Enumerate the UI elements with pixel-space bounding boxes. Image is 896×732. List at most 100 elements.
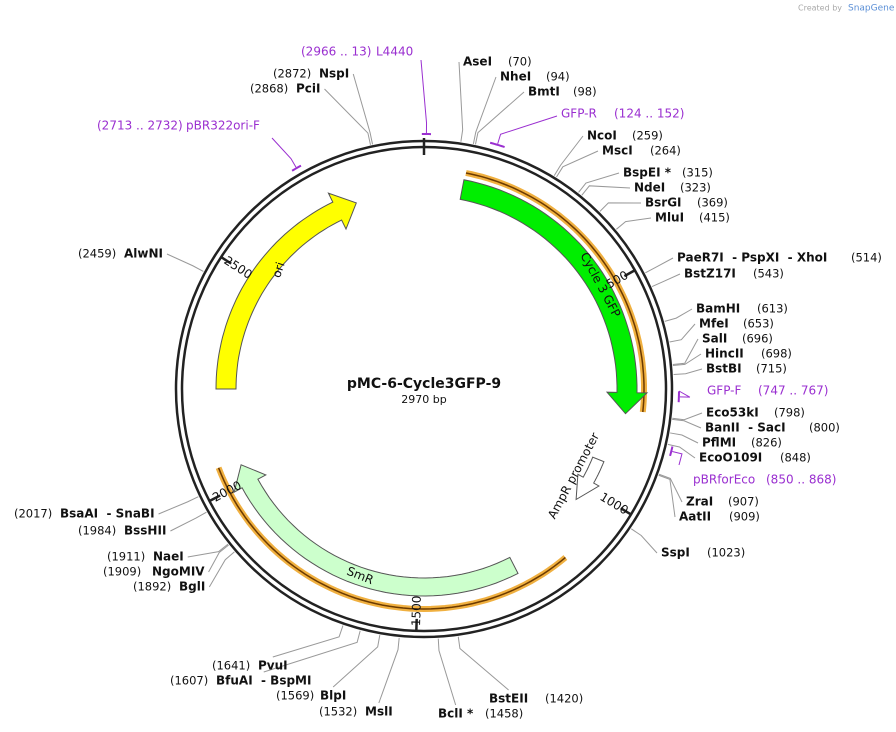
site-leader xyxy=(672,418,702,429)
site-leader xyxy=(645,257,674,274)
feature-arrow xyxy=(215,192,357,390)
site-name: ZraI xyxy=(686,495,713,509)
site-position: (1641) xyxy=(212,659,250,673)
feature-band xyxy=(465,172,645,413)
primer-leader xyxy=(271,137,297,168)
site-leader xyxy=(581,185,631,196)
site-name: BspEI * xyxy=(623,166,672,180)
site-leader xyxy=(263,630,361,673)
site-name: MscI xyxy=(602,144,633,158)
primer-range: (2713 .. 2732) xyxy=(97,119,183,133)
primer-range: (2966 .. 13) xyxy=(301,45,371,59)
site-name: BmtI xyxy=(528,85,560,99)
site-leader xyxy=(670,432,699,444)
primer-range: (124 .. 152) xyxy=(614,107,684,121)
site-leader xyxy=(458,61,464,142)
site-leader xyxy=(578,172,620,193)
site-leader xyxy=(324,88,371,145)
site-leader xyxy=(599,202,642,212)
site-position: (1458) xyxy=(485,707,523,721)
feature-arrow xyxy=(233,464,519,597)
site-leader xyxy=(457,636,509,691)
site-leader xyxy=(208,544,229,573)
ruler-tick xyxy=(220,256,232,265)
ruler-label: 1500 xyxy=(409,595,424,626)
site-leader xyxy=(658,473,683,503)
primer-range: (747 .. 767) xyxy=(758,384,828,398)
site-position: (909) xyxy=(729,510,760,524)
site-position: (2459) xyxy=(78,247,116,261)
site-leader xyxy=(187,543,229,558)
site-leader xyxy=(437,638,457,706)
site-position: (1023) xyxy=(707,546,745,560)
site-name: EcoO109I xyxy=(699,451,762,465)
site-leader xyxy=(208,551,235,588)
site-name: HincII xyxy=(705,347,744,361)
primer-range: (850 .. 868) xyxy=(766,473,836,487)
primer-mark xyxy=(291,164,302,172)
site-leader xyxy=(651,273,681,288)
site-name: BglI xyxy=(179,580,205,594)
site-name: PflMI xyxy=(702,436,736,450)
site-leader xyxy=(332,634,381,688)
site-name: BssHII xyxy=(124,524,166,538)
site-leader xyxy=(158,496,199,515)
plasmid-length: 2970 bp xyxy=(401,393,446,406)
site-position: (1892) xyxy=(133,580,171,594)
site-leader xyxy=(672,412,703,421)
site-leader xyxy=(658,474,676,518)
site-name: AseI xyxy=(463,55,492,69)
site-name: BfuAI - BspMI xyxy=(216,674,311,688)
ruler-tick xyxy=(208,494,221,503)
site-name: BanII - SacI xyxy=(705,421,786,435)
site-name: NspI xyxy=(319,67,349,81)
site-leader xyxy=(630,528,658,554)
ruler-tick xyxy=(620,507,632,516)
site-leader xyxy=(272,625,344,658)
site-leader xyxy=(669,323,696,343)
site-position: (696) xyxy=(742,332,773,346)
site-position: (315) xyxy=(682,166,713,180)
site-name: BlpI xyxy=(320,689,346,703)
site-position: (94) xyxy=(546,70,570,84)
site-name: SspI xyxy=(661,546,690,560)
site-leader xyxy=(378,637,400,704)
feature-arrow xyxy=(575,456,605,501)
site-position: (543) xyxy=(753,267,784,281)
feature-band xyxy=(217,467,566,610)
site-name: BamHI xyxy=(696,302,740,316)
primer-name: L4440 xyxy=(376,45,413,59)
site-position: (1911) xyxy=(107,550,145,564)
primer-leader xyxy=(420,59,428,134)
site-position: (1532) xyxy=(319,705,357,719)
site-leader xyxy=(667,443,696,459)
primer-name: GFP-F xyxy=(707,384,742,398)
primer-mark xyxy=(669,446,674,457)
created-by: Created by xyxy=(798,4,842,13)
site-leader xyxy=(664,308,693,322)
site-name: BsaAI - SnaBI xyxy=(60,507,155,521)
site-position: (259) xyxy=(632,129,663,143)
primer-mark xyxy=(489,141,505,149)
ruler-label: 1000 xyxy=(597,490,630,518)
site-leader xyxy=(352,73,374,145)
site-name: NheI xyxy=(500,70,531,84)
site-position: (2017) xyxy=(14,507,52,521)
site-leader xyxy=(672,338,699,365)
site-name: PvuI xyxy=(258,659,288,673)
feature-arrow xyxy=(459,179,649,415)
site-position: (1909) xyxy=(103,565,141,579)
site-position: (653) xyxy=(743,317,774,331)
site-position: (323) xyxy=(680,181,711,195)
site-name: PciI xyxy=(296,82,321,96)
site-position: (1607) xyxy=(170,674,208,688)
site-name: Eco53kI xyxy=(706,406,759,420)
site-leader xyxy=(553,135,584,176)
site-leader xyxy=(672,353,702,366)
site-name: NaeI xyxy=(153,550,184,564)
site-name: MfeI xyxy=(699,317,729,331)
site-name: BstZ17I xyxy=(684,267,736,281)
primer-name: pBR322ori-F xyxy=(186,119,260,133)
primer-leader xyxy=(497,115,558,144)
